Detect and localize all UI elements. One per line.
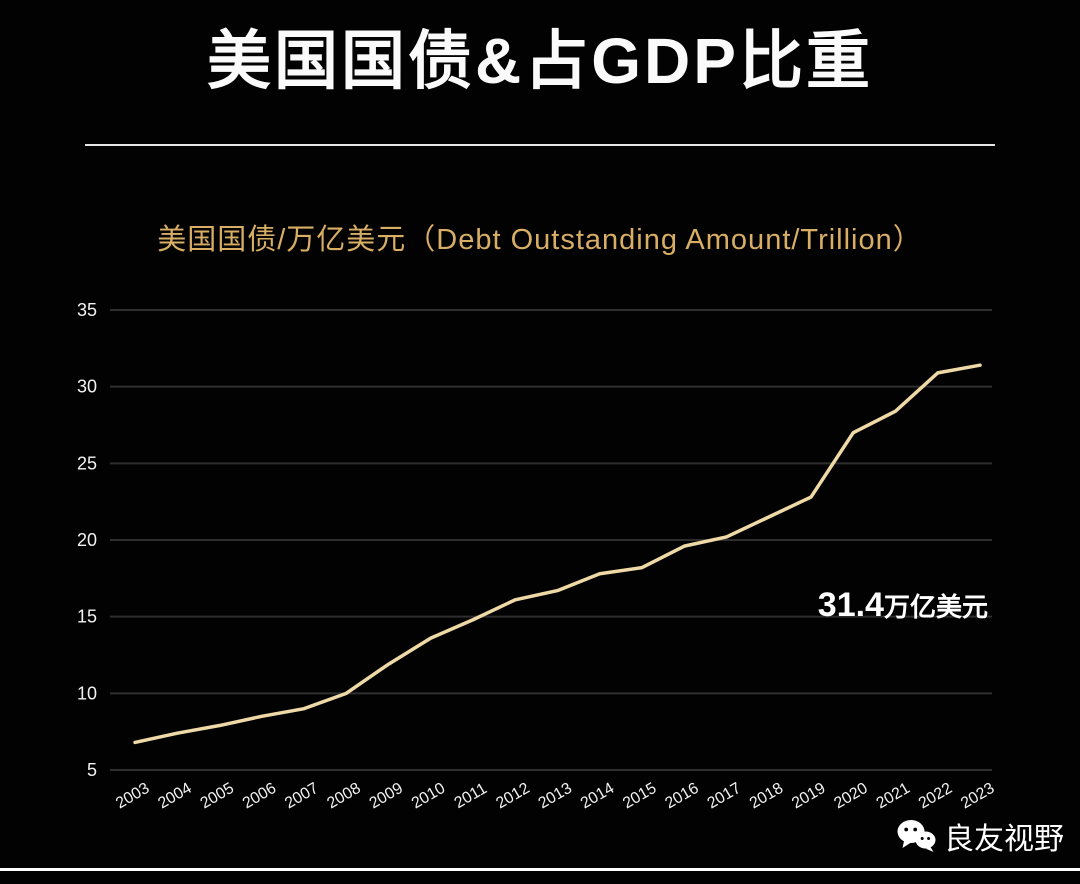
x-axis-tick: 2021 — [874, 780, 913, 813]
x-axis-tick: 2010 — [409, 780, 448, 813]
x-axis-tick: 2023 — [958, 780, 997, 813]
y-axis-tick: 20 — [77, 530, 97, 550]
x-axis-tick: 2020 — [831, 780, 870, 813]
x-axis-tick: 2015 — [620, 780, 659, 813]
x-axis-tick: 2016 — [662, 780, 701, 813]
x-axis-tick: 2014 — [578, 780, 617, 813]
title-divider — [85, 144, 995, 146]
x-axis-tick: 2005 — [198, 780, 237, 813]
x-axis-tick: 2018 — [747, 780, 786, 813]
y-axis-tick: 15 — [77, 607, 97, 627]
x-axis-tick: 2006 — [240, 780, 279, 813]
x-axis-tick: 2013 — [536, 780, 575, 813]
x-axis-tick: 2017 — [705, 780, 744, 813]
y-axis-tick: 35 — [77, 300, 97, 320]
bottom-divider — [0, 868, 1080, 871]
x-axis-tick: 2022 — [916, 780, 955, 813]
x-axis-tick: 2009 — [367, 780, 406, 813]
page-title: 美国国债&占GDP比重 — [207, 25, 873, 97]
watermark: 良友视野 — [895, 814, 1064, 858]
y-axis-tick: 5 — [87, 760, 97, 780]
peak-annotation: 31.4万亿美元 — [818, 586, 988, 625]
x-axis-tick: 2008 — [324, 780, 363, 813]
chart-title: 美国国债/万亿美元（Debt Outstanding Amount/Trilli… — [157, 224, 923, 256]
x-axis-tick: 2019 — [789, 780, 828, 813]
annotation-value: 31.4 — [817, 586, 884, 624]
x-axis-tick: 2007 — [282, 780, 321, 813]
y-axis-tick: 10 — [77, 683, 97, 703]
debt-line-series — [133, 363, 982, 745]
x-axis-tick: 2003 — [113, 780, 152, 813]
y-axis-tick: 30 — [77, 377, 97, 397]
annotation-unit: 万亿美元 — [883, 592, 988, 622]
line-chart: 35 30 25 20 15 10 5 2003 2004 2005 2006 2007 2008 200… — [0, 280, 1080, 840]
watermark-label: 良友视野 — [944, 823, 1064, 856]
x-axis-tick: 2011 — [452, 780, 490, 812]
x-axis-tick: 2012 — [493, 780, 532, 813]
x-axis-tick: 2004 — [155, 780, 194, 813]
y-axis-tick: 25 — [77, 453, 97, 473]
wechat-icon — [895, 818, 937, 854]
